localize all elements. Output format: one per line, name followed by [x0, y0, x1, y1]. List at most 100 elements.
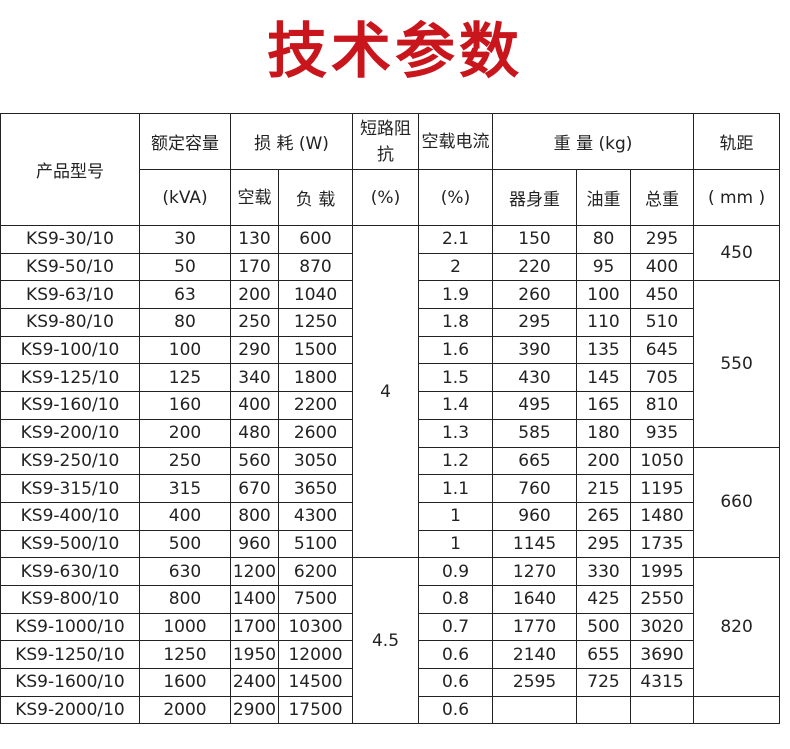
cell-gauge: 660: [693, 446, 781, 559]
cell-model: KS9-125/10: [0, 363, 140, 393]
cell-weight-body: 1770: [492, 612, 578, 642]
cell-weight-oil: 655: [576, 640, 632, 669]
cell-noload-loss: 2400: [230, 668, 279, 697]
cell-weight-total: 935: [630, 418, 695, 448]
cell-load-loss: 2200: [277, 391, 354, 420]
cell-weight-oil: 80: [576, 225, 632, 254]
cell-weight-body: 2595: [492, 668, 578, 697]
cell-weight-total: 510: [630, 308, 695, 337]
cell-model: KS9-315/10: [0, 474, 140, 503]
cell-noload-loss: 670: [230, 474, 279, 503]
cell-weight-oil: 200: [576, 446, 632, 476]
page-title: 技术参数: [267, 17, 523, 87]
header-gauge: 轨距: [693, 113, 781, 170]
cell-model: KS9-200/10: [0, 418, 140, 448]
cell-load-loss: 12000: [277, 640, 354, 669]
cell-weight-total: 3690: [630, 640, 695, 669]
cell-load-loss: 5100: [277, 529, 354, 559]
cell-weight-body: 430: [492, 363, 578, 393]
cell-weight-body: 150: [492, 225, 578, 254]
cell-impedance: 4: [352, 224, 420, 559]
spec-table: 产品型号 额定容量 损 耗 (W) 短路阻抗 空载电流 重 量 (kg) 轨距 …: [0, 113, 781, 725]
cell-weight-oil: 100: [576, 280, 632, 310]
table-row: KS9-50/10 50 170 870 2 220 95 400: [0, 252, 780, 282]
cell-weight-total: 450: [630, 280, 695, 310]
table-row: KS9-200/10 200 480 2600 1.3 585 180 935: [0, 418, 780, 448]
cell-noload-current: 1.3: [418, 418, 494, 448]
cell-noload-current: 0.8: [418, 584, 494, 614]
header-weight-total: 总重: [630, 169, 695, 226]
cell-capacity: 1600: [139, 668, 231, 697]
cell-weight-oil: 165: [576, 391, 632, 420]
cell-capacity: 1000: [139, 612, 231, 642]
cell-capacity: 400: [139, 501, 231, 531]
cell-model: KS9-630/10: [0, 557, 140, 586]
cell-weight-oil: 500: [576, 612, 632, 642]
cell-gauge: 450: [693, 224, 781, 282]
cell-noload-current: 0.6: [418, 668, 494, 697]
cell-load-loss: 7500: [277, 584, 354, 614]
cell-noload-current: 1.2: [418, 446, 494, 476]
cell-weight-total: 1195: [630, 474, 695, 503]
cell-load-loss: 600: [277, 225, 354, 254]
cell-weight-oil: 180: [576, 418, 632, 448]
cell-noload-loss: 400: [230, 391, 279, 420]
cell-load-loss: 4300: [277, 501, 354, 531]
cell-noload-current: 0.6: [418, 640, 494, 669]
cell-capacity: 2000: [139, 695, 231, 725]
cell-capacity: 1250: [139, 640, 231, 669]
cell-model: KS9-30/10: [0, 225, 140, 254]
cell-model: KS9-1600/10: [0, 668, 140, 697]
cell-capacity: 80: [139, 308, 231, 337]
cell-load-loss: 14500: [277, 668, 354, 697]
cell-capacity: 500: [139, 529, 231, 559]
table-row: KS9-100/10 100 290 1500 1.6 390 135 645: [0, 335, 780, 365]
cell-capacity: 160: [139, 391, 231, 420]
cell-load-loss: 6200: [277, 557, 354, 586]
cell-model: KS9-500/10: [0, 529, 140, 559]
cell-weight-oil: 135: [576, 335, 632, 365]
cell-gauge: [693, 695, 781, 725]
cell-model: KS9-2000/10: [0, 695, 140, 725]
table-row: KS9-630/10 630 1200 6200 4.5 0.9 1270 330 1995 82…: [0, 557, 781, 725]
cell-weight-body: 295: [492, 308, 578, 337]
cell-noload-loss: 1400: [230, 584, 279, 614]
cell-load-loss: 3650: [277, 474, 354, 503]
cell-capacity: 30: [139, 225, 231, 254]
cell-noload-loss: 480: [230, 418, 279, 448]
cell-weight-total: 1480: [630, 501, 695, 531]
cell-weight-oil: 425: [576, 584, 632, 614]
cell-weight-total: 1050: [630, 446, 695, 476]
cell-gauge: 820: [693, 557, 781, 697]
cell-weight-oil: 215: [576, 474, 632, 503]
cell-noload-current: 1.1: [418, 474, 494, 503]
cell-weight-total: 295: [630, 225, 695, 254]
cell-capacity: 800: [139, 584, 231, 614]
table-row: KS9-1600/10 1600 2400 14500 0.6 2595 725 4315: [0, 668, 780, 697]
cell-weight-body: 1640: [492, 584, 578, 614]
cell-noload-current: 1: [418, 501, 494, 531]
cell-noload-current: 0.9: [418, 557, 494, 586]
cell-weight-body: 495: [492, 391, 578, 420]
cell-load-loss: 17500: [277, 695, 354, 725]
header-capacity-unit: (kVA): [139, 169, 231, 226]
header-impedance: 短路阻抗: [352, 113, 420, 170]
cell-weight-body: 960: [492, 501, 578, 531]
header-gauge-unit: ( mm ): [693, 169, 781, 226]
cell-weight-body: 665: [492, 446, 578, 476]
header-model: 产品型号: [0, 113, 140, 226]
cell-weight-body: 760: [492, 474, 578, 503]
cell-weight-total: 1735: [630, 529, 695, 559]
cell-load-loss: 2600: [277, 418, 354, 448]
header-weight-body: 器身重: [492, 169, 578, 226]
cell-noload-current: 0.7: [418, 612, 494, 642]
cell-weight-total: 645: [630, 335, 695, 365]
spec-table-body: KS9-30/10 30 130 600 4 2.1 150 80 295 450 KS9-50/1…: [0, 224, 781, 725]
cell-noload-loss: 560: [230, 446, 279, 476]
cell-capacity: 50: [139, 252, 231, 282]
cell-noload-loss: 200: [230, 280, 279, 310]
cell-weight-total: [630, 695, 695, 725]
table-row: KS9-2000/10 2000 2900 17500 0.6: [0, 695, 781, 725]
cell-noload-loss: 170: [230, 252, 279, 282]
header-capacity: 额定容量: [139, 113, 231, 170]
